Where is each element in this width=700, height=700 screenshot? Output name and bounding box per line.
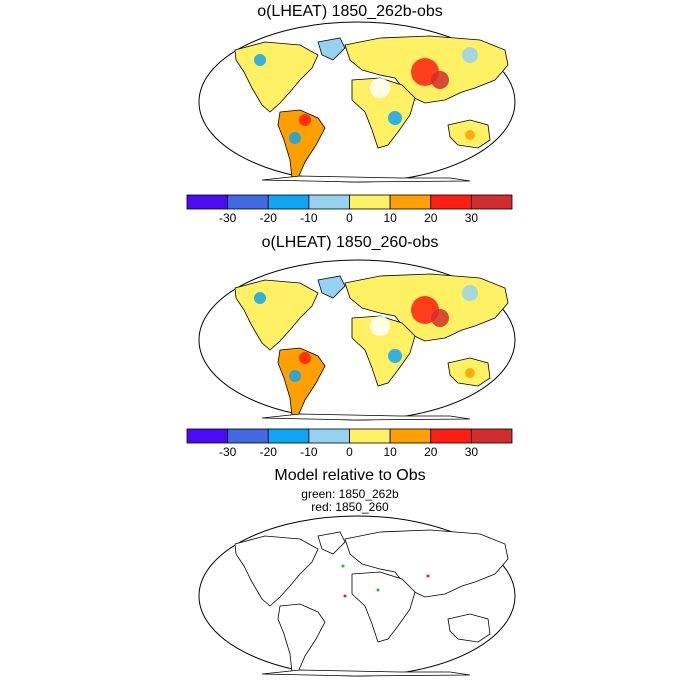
continent-shape (261, 669, 471, 677)
panel-1-title: o(LHEAT) 1850_262b-obs (257, 3, 443, 20)
anomaly-patch (431, 71, 449, 89)
anomaly-patch (462, 47, 478, 63)
anomaly-patch (431, 309, 449, 327)
colorbar-tick-label: 0 (346, 211, 353, 225)
anomaly-patch (411, 58, 439, 86)
anomaly-patch (462, 285, 478, 301)
comparison-marker (426, 574, 430, 578)
anomaly-patch (254, 292, 266, 304)
anomaly-patch (254, 54, 266, 66)
continent-shape (277, 603, 326, 673)
continent-shape (447, 357, 491, 387)
colorbar-swatch (267, 428, 310, 444)
continent-shape (317, 275, 346, 299)
colorbar-swatch (349, 428, 391, 444)
colorbar-swatch (186, 428, 229, 444)
continent-shape (234, 279, 319, 351)
colorbar-tick-label: -10 (300, 445, 318, 459)
anomaly-patch (388, 349, 402, 363)
continent-shape (261, 175, 471, 183)
continent-shape (261, 413, 471, 421)
colorbar-swatch (430, 194, 472, 210)
colorbar-swatch (308, 428, 350, 444)
colorbar-swatch (349, 194, 391, 210)
continent-shape (277, 109, 326, 179)
colorbar-tick-label: 10 (383, 211, 397, 225)
comparison-marker (376, 588, 380, 592)
colorbar-tick-label: 20 (424, 211, 438, 225)
colorbar-swatch (389, 428, 432, 444)
colorbar-tick-label: -20 (259, 445, 277, 459)
comparison-marker (341, 564, 345, 568)
continent-shape (344, 529, 509, 598)
colorbar-swatch (430, 428, 472, 444)
colorbar-swatch (389, 194, 432, 210)
comparison-marker (343, 594, 347, 598)
continent-shape (351, 315, 416, 387)
continent-shape (317, 37, 346, 61)
colorbar-swatch (470, 428, 513, 444)
colorbar-swatch (186, 194, 229, 210)
anomaly-patch (411, 296, 439, 324)
colorbar-tick-label: 0 (346, 445, 353, 459)
continent-shape (317, 531, 346, 555)
comparison-legend-green: green: 1850_262b (301, 487, 399, 501)
colorbar-tick-label: -20 (259, 211, 277, 225)
continent-shape (351, 571, 416, 643)
anomaly-patch (299, 114, 311, 126)
colorbar-swatch (227, 428, 269, 444)
continent-shape (447, 119, 491, 149)
continent-shape (351, 77, 416, 149)
comparison-legend-red: red: 1850_260 (311, 500, 389, 514)
colorbar-swatch (267, 194, 310, 210)
continent-shape (447, 613, 491, 643)
colorbar-tick-label: -30 (218, 445, 237, 459)
anomaly-patch (370, 316, 390, 336)
colorbar-tick-label: 30 (464, 445, 479, 459)
panel-2-title: o(LHEAT) 1850_260-obs (261, 234, 439, 251)
colorbar-tick-label: 30 (464, 211, 479, 225)
anomaly-patch (299, 352, 311, 364)
continent-shape (234, 535, 319, 607)
continent-shape (344, 35, 509, 104)
colorbar-tick-label: 10 (383, 445, 397, 459)
comparison-title: Model relative to Obs (274, 467, 426, 484)
anomaly-patch (465, 368, 475, 378)
continent-shape (344, 273, 509, 342)
colorbar-swatch (470, 194, 513, 210)
anomaly-patch (465, 130, 475, 140)
colorbar-swatch (308, 194, 350, 210)
continent-shape (277, 347, 326, 417)
anomaly-patch (289, 370, 301, 382)
colorbar-tick-label: 20 (424, 445, 438, 459)
anomaly-patch (388, 111, 402, 125)
anomaly-patch (370, 78, 390, 98)
colorbar-swatch (227, 194, 269, 210)
colorbar-tick-label: -30 (218, 211, 237, 225)
continent-shape (234, 41, 319, 113)
colorbar-tick-label: -10 (300, 211, 318, 225)
anomaly-patch (289, 132, 301, 144)
